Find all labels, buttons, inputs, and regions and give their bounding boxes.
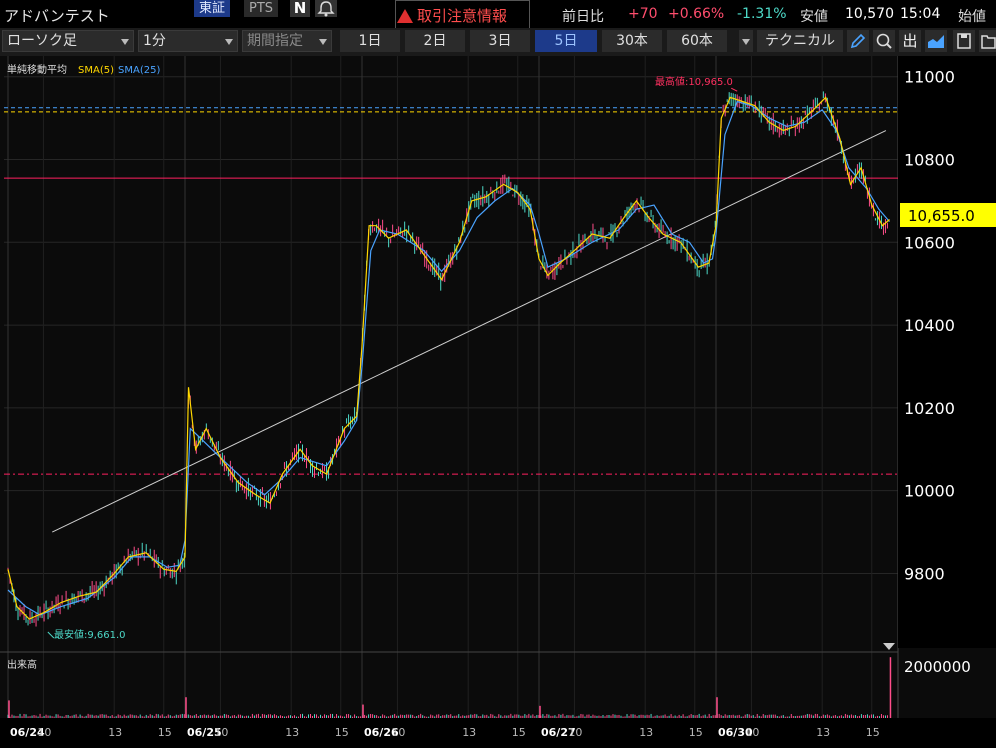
y-tick-label: 10600 [904, 233, 955, 252]
series-line-sma5 [7, 96, 890, 620]
x-tick-label: 10 [391, 726, 405, 739]
market-tab-pts[interactable]: PTS [244, 0, 279, 17]
series-line-sma25 [7, 100, 890, 616]
range-button-1d[interactable]: 1日 [340, 30, 400, 52]
indicator-title: 単純移動平均 [7, 63, 67, 76]
y-tick-label: 11000 [904, 68, 955, 87]
trading-alert-link[interactable]: 取引注意情報 [397, 5, 507, 26]
range-button-3d[interactable]: 3日 [470, 30, 530, 52]
trading-alert-text: 取引注意情報 [417, 7, 508, 25]
price-chart[interactable]: 06/24 10 13 15 06/25 10 13 15 06/26 10 13 15 06/27 10… [0, 56, 996, 744]
volume-pane-title: 出来高 [7, 658, 37, 671]
x-tick-label: 13 [462, 726, 476, 739]
zoom-icon[interactable] [873, 30, 895, 52]
x-tick-label: 06/30 [718, 726, 753, 739]
volume-toggle-icon[interactable]: 出 [899, 30, 921, 52]
period-value: 期間指定 [247, 33, 303, 49]
high-annotation: 最高値:10,965.0 [655, 75, 733, 88]
x-tick-label: 13 [108, 726, 122, 739]
x-tick-label: 10 [745, 726, 759, 739]
x-tick-label: 10 [37, 726, 51, 739]
legend-sma25: SMA(25) [118, 65, 160, 76]
high-marker [731, 87, 738, 92]
chevron-down-icon [225, 39, 233, 45]
x-tick-label: 13 [816, 726, 830, 739]
chart-toolbar: ローソク足 1分 期間指定 1日 2日 3日 5日 30本 60本 テクニカル … [0, 28, 996, 56]
price-axis-bg [898, 56, 996, 648]
y-tick-label: 10000 [904, 482, 955, 501]
chevron-down-icon [742, 39, 750, 45]
x-tick-label: 15 [866, 726, 880, 739]
low-marker [47, 631, 55, 639]
x-tick-label: 06/24 [10, 726, 45, 739]
chevron-down-icon [319, 39, 327, 45]
trendline [52, 130, 887, 533]
scroll-down-icon[interactable] [883, 643, 895, 650]
y-tick-label: 10200 [904, 399, 955, 418]
more-ranges-button[interactable] [739, 30, 753, 52]
y-tick-label: 10400 [904, 316, 955, 335]
x-tick-label: 13 [639, 726, 653, 739]
y-tick-label: 10800 [904, 150, 955, 169]
volume-axis-label: 2000000 [904, 658, 971, 676]
save-icon[interactable] [953, 30, 975, 52]
x-tick-label: 15 [689, 726, 703, 739]
x-axis-bg [0, 718, 996, 744]
interval-select[interactable]: 1分 [138, 30, 238, 52]
open-label: 始値 [958, 9, 986, 25]
period-select[interactable]: 期間指定 [242, 30, 332, 52]
interval-value: 1分 [143, 33, 166, 49]
low-annotation: 最安値:9,661.0 [54, 628, 126, 641]
area-chart-icon[interactable] [925, 30, 947, 52]
bell-icon[interactable] [315, 0, 337, 17]
legend-sma5: SMA(5) [78, 65, 114, 76]
other-pct: -1.31% [737, 6, 787, 22]
x-tick-label: 15 [335, 726, 349, 739]
chevron-down-icon [121, 39, 129, 45]
warning-icon [397, 9, 413, 23]
change-value: +70 [628, 6, 658, 22]
range-button-5d[interactable]: 5日 [535, 30, 597, 52]
market-tab-tosho[interactable]: 東証 [194, 0, 231, 17]
x-tick-label: 06/26 [364, 726, 399, 739]
y-tick-label: 9800 [904, 564, 945, 583]
alert-tab [395, 0, 530, 28]
folder-icon[interactable] [979, 30, 996, 52]
pen-icon[interactable] [847, 30, 869, 52]
technical-button[interactable]: テクニカル [757, 30, 843, 52]
chart-type-value: ローソク足 [7, 33, 77, 49]
x-tick-label: 06/27 [541, 726, 576, 739]
x-tick-label: 15 [512, 726, 526, 739]
prev-day-label: 前日比 [562, 9, 604, 25]
low-label: 安値 [800, 9, 828, 25]
low-value: 10,570 [845, 6, 894, 22]
range-button-30bars[interactable]: 30本 [602, 30, 662, 52]
chart-type-select[interactable]: ローソク足 [2, 30, 134, 52]
x-tick-label: 13 [285, 726, 299, 739]
x-tick-label: 10 [214, 726, 228, 739]
time-value: 15:04 [900, 6, 941, 22]
range-button-2d[interactable]: 2日 [405, 30, 465, 52]
stock-name: アドバンテスト [4, 7, 110, 25]
change-pct: +0.66% [668, 6, 725, 22]
x-tick-label: 10 [568, 726, 582, 739]
stock-header: アドバンテスト 東証 PTS N 取引注意情報 前日比 +70 +0.66% -… [0, 0, 996, 28]
current-price-badge [900, 203, 996, 227]
news-icon[interactable]: N [290, 0, 310, 17]
current-price-text: 10,655.0 [908, 207, 975, 225]
x-tick-label: 06/25 [187, 726, 222, 739]
x-tick-label: 15 [158, 726, 172, 739]
range-button-60bars[interactable]: 60本 [667, 30, 727, 52]
